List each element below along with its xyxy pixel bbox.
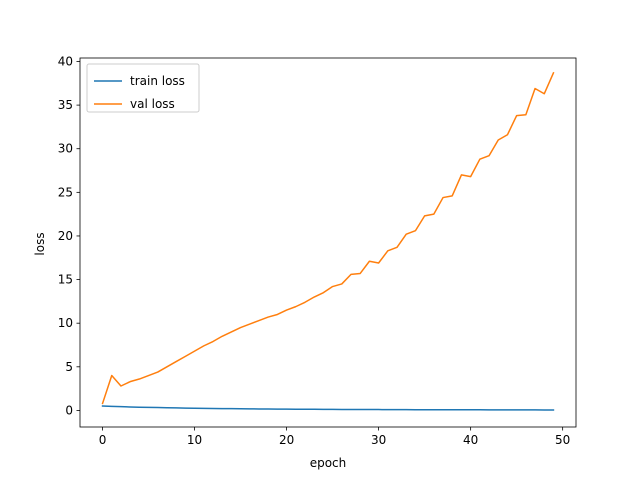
- x-tick-label: 20: [279, 433, 294, 447]
- y-tick-label: 10: [58, 316, 73, 330]
- x-axis-label: epoch: [310, 456, 347, 470]
- axes-frame: [79, 57, 577, 428]
- y-tick-label: 35: [58, 98, 73, 112]
- y-tick-label: 40: [58, 54, 73, 68]
- legend-box: [86, 63, 200, 113]
- y-tick-label: 30: [58, 142, 73, 156]
- series-line-train-loss: [101, 405, 555, 411]
- x-tick-label: 40: [463, 433, 478, 447]
- series-line-val-loss: [101, 71, 555, 405]
- x-tick-label: 50: [555, 433, 570, 447]
- y-tick-label: 20: [58, 229, 73, 243]
- x-tick-label: 30: [371, 433, 386, 447]
- y-tick-label: 25: [58, 185, 73, 199]
- x-tick-label: 0: [99, 433, 107, 447]
- y-tick-label: 5: [65, 360, 73, 374]
- legend-label: val loss: [130, 97, 175, 111]
- legend-label: train loss: [130, 74, 185, 88]
- plot-area: 0 10 20 30 40 50 0 5 10 15 20 25 30 35 40 train loss val…: [58, 54, 577, 447]
- y-tick-label: 0: [65, 403, 73, 417]
- y-axis-label: loss: [33, 232, 47, 255]
- y-tick-label: 15: [58, 273, 73, 287]
- x-tick-label: 10: [187, 433, 202, 447]
